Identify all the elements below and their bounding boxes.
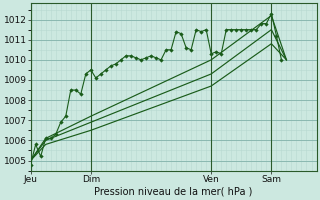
X-axis label: Pression niveau de la mer( hPa ): Pression niveau de la mer( hPa ) — [94, 187, 253, 197]
